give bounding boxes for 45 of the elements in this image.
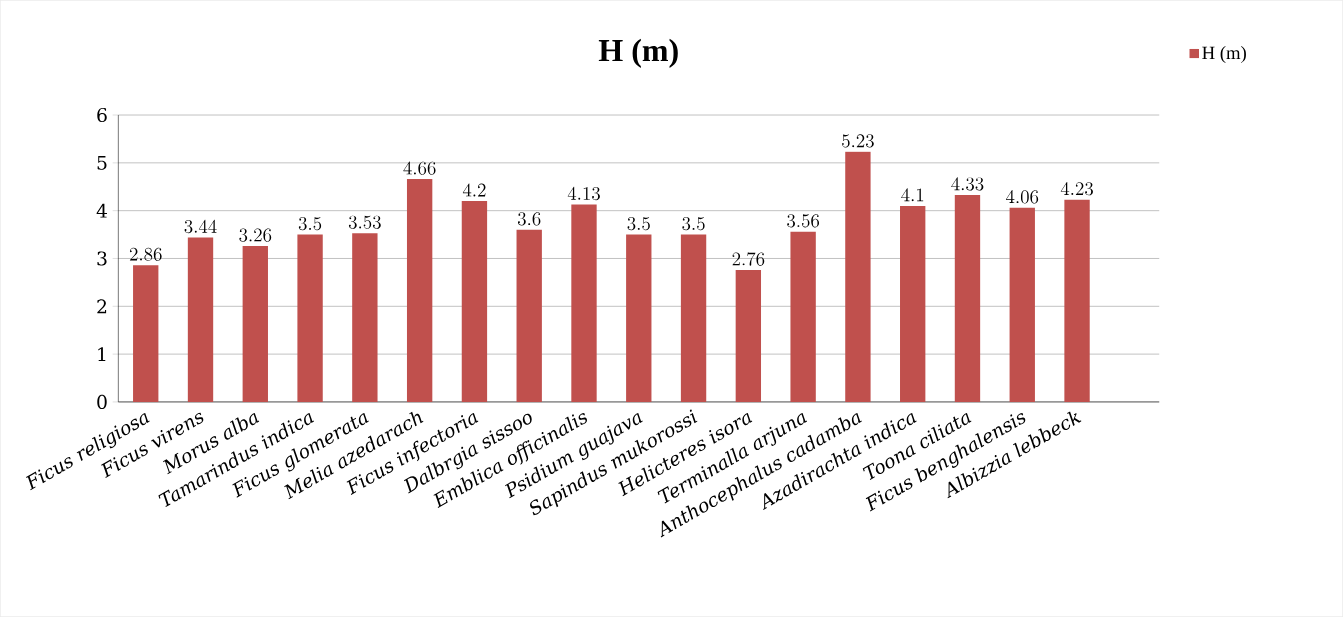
bar: [626, 234, 652, 402]
bar: [187, 237, 214, 402]
y-tick-label: 0: [97, 394, 107, 409]
bar: [297, 234, 323, 402]
bar: [845, 151, 871, 402]
data-label: 4.23: [1060, 181, 1093, 196]
bar: [242, 246, 268, 402]
bar: [133, 265, 159, 402]
data-label: 5.23: [842, 134, 874, 148]
data-label: 2.76: [732, 252, 765, 266]
data-label: 3.26: [239, 228, 272, 242]
bar: [735, 269, 762, 402]
data-label: 3.6: [517, 212, 541, 226]
data-label: 2.86: [129, 247, 162, 261]
chart-title: H (m): [598, 38, 678, 68]
bar: [571, 204, 597, 402]
data-label: 3.56: [787, 214, 820, 228]
data-label: 4.2: [462, 183, 486, 197]
bar: [680, 234, 707, 402]
data-label: 3.44: [184, 219, 217, 234]
bar: [1009, 207, 1035, 402]
y-tick-label: 5: [97, 155, 107, 170]
data-label: 4.33: [951, 177, 984, 191]
bar: [516, 229, 542, 402]
y-tick-label: 4: [96, 203, 107, 218]
bar: [954, 194, 981, 402]
bar: [352, 233, 378, 402]
data-label: 4. 13: [567, 186, 600, 201]
bar: [790, 231, 816, 402]
bar: [1064, 199, 1090, 402]
data-label: 4. 1: [901, 188, 924, 202]
bar: [900, 205, 926, 402]
data-label: 4.66: [403, 161, 436, 175]
data-label: 3.5: [298, 217, 322, 231]
y-tick-label: 6: [97, 107, 107, 123]
bar: [461, 201, 488, 402]
bar: [406, 179, 433, 402]
data-label: 3.53: [348, 215, 381, 229]
legend-label: H (m): [1202, 46, 1246, 63]
y-tick-label: 3: [97, 251, 107, 266]
data-label: 3.5: [627, 217, 650, 231]
data-label: 4.06: [1006, 190, 1039, 204]
data-label: 3.5: [682, 217, 705, 231]
y-tick-label: 2: [97, 299, 107, 314]
y-tick-label: 1: [98, 347, 106, 362]
